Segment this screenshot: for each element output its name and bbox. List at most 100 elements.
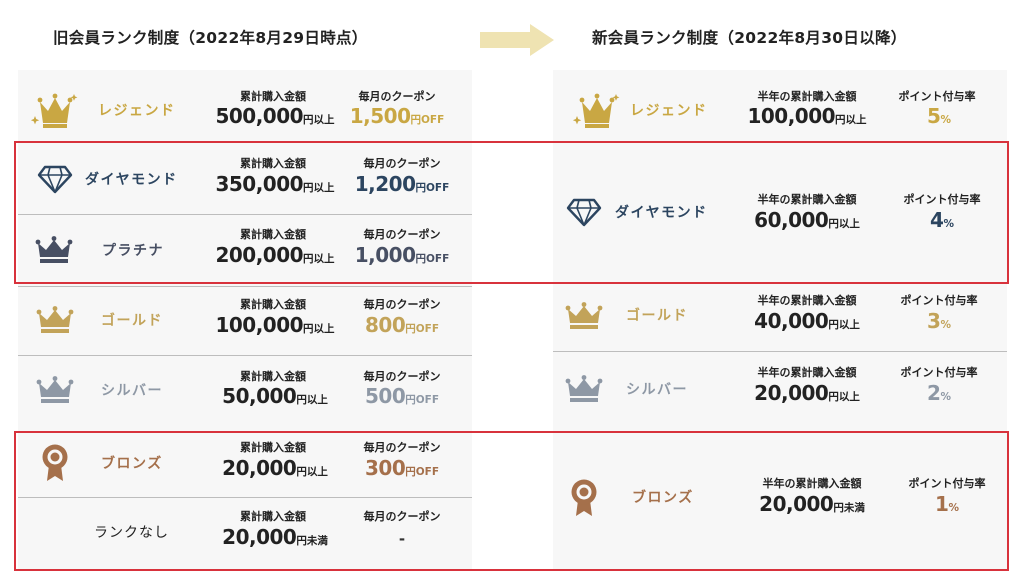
point-rate: 2%	[927, 381, 951, 405]
monthly-coupon-label: 毎月のクーポン	[363, 370, 441, 383]
new-rank-row-bronze: ブロンズ 半年の累計購入金額 20,000円未満 ポイント付与率 1%	[553, 466, 1007, 530]
coupon-value: 500	[364, 384, 406, 408]
rate-value: 1	[935, 492, 949, 516]
cumulative-amount: 50,000円以上	[222, 384, 328, 408]
rate-value: 2	[927, 381, 941, 405]
cumulative-amount: 20,000円未満	[759, 492, 865, 516]
coupon-value: 300	[364, 456, 406, 480]
monthly-coupon-label: 毎月のクーポン	[363, 228, 441, 241]
amount-value: 20,000	[759, 492, 834, 516]
rank-name: レジェンド	[630, 103, 708, 119]
old-rank-table: レジェンド 累計購入金額 500,000円以上 毎月のクーポン 1,500円OF…	[18, 70, 472, 571]
amount-value: 100,000	[215, 313, 304, 337]
rank-name: レジェンド	[98, 103, 176, 119]
divider	[18, 497, 472, 498]
point-rate: 1%	[935, 492, 959, 516]
crown-icon	[565, 375, 603, 402]
coupon-value: 1,500	[349, 104, 411, 128]
rate-unit: %	[940, 391, 951, 403]
amount-unit: 円以上	[828, 391, 860, 403]
new-rank-row-silver: シルバー 半年の累計購入金額 20,000円以上 ポイント付与率 2%	[553, 360, 1007, 418]
rank-name: プラチナ	[102, 243, 164, 259]
crown-icon	[36, 306, 74, 333]
amount-value: 200,000	[215, 243, 304, 267]
amount-value: 20,000	[754, 381, 829, 405]
monthly-coupon-label: 毎月のクーポン	[363, 510, 441, 523]
cumulative-amount: 100,000円以上	[747, 104, 866, 128]
amount-unit: 円以上	[296, 466, 328, 478]
coupon-unit: 円OFF	[415, 253, 450, 265]
amount-unit: 円以上	[835, 114, 867, 126]
cumulative-amount: 40,000円以上	[754, 309, 860, 333]
rank-name: シルバー	[626, 382, 688, 398]
coupon-unit: 円OFF	[410, 114, 445, 126]
highlight-box-bronze-none	[14, 431, 1009, 571]
cumulative-amount-label: 累計購入金額	[240, 370, 306, 383]
amount-unit: 円未満	[833, 502, 865, 514]
amount-unit: 円以上	[828, 218, 860, 230]
monthly-coupon: 500円OFF	[365, 384, 439, 408]
amount-unit: 円以上	[303, 114, 335, 126]
cumulative-amount-label: 累計購入金額	[240, 510, 306, 523]
coupon-value: 1,000	[354, 243, 416, 267]
rate-unit: %	[940, 114, 951, 126]
amount-unit: 円以上	[303, 182, 335, 194]
cumulative-amount-label: 半年の累計購入金額	[757, 366, 857, 379]
diamond-icon	[566, 198, 602, 227]
rank-name: ゴールド	[626, 308, 688, 324]
old-rank-row-legend: レジェンド 累計購入金額 500,000円以上 毎月のクーポン 1,500円OF…	[18, 82, 472, 138]
monthly-coupon-label: 毎月のクーポン	[358, 90, 436, 103]
amount-value: 60,000	[754, 208, 829, 232]
coupon-value: 800	[364, 313, 406, 337]
point-rate: 3%	[927, 309, 951, 333]
new-system-title: 新会員ランク制度（2022年8月30日以降）	[592, 29, 907, 47]
cumulative-amount-label: 累計購入金額	[240, 441, 306, 454]
old-rank-row-silver: シルバー 累計購入金額 50,000円以上 毎月のクーポン 500円OFF	[18, 362, 472, 420]
divider	[18, 355, 472, 356]
amount-unit: 円以上	[303, 323, 335, 335]
monthly-coupon: 1,000円OFF	[355, 243, 450, 267]
old-rank-row-diamond: ダイヤモンド 累計購入金額 350,000円以上 毎月のクーポン 1,200円O…	[18, 150, 472, 214]
cumulative-amount-label: 累計購入金額	[240, 298, 306, 311]
crown-icon	[36, 376, 74, 403]
cumulative-amount-label: 累計購入金額	[240, 157, 306, 170]
point-rate-label: ポイント付与率	[898, 90, 976, 103]
amount-unit: 円以上	[828, 319, 860, 331]
cumulative-amount: 350,000円以上	[215, 172, 334, 196]
rank-name: ダイヤモンド	[85, 172, 178, 188]
old-rank-row-platinum: プラチナ 累計購入金額 200,000円以上 毎月のクーポン 1,000円OFF	[18, 220, 472, 280]
divider	[18, 286, 472, 287]
cumulative-amount: 60,000円以上	[754, 208, 860, 232]
rank-name: ゴールド	[101, 313, 163, 329]
amount-value: 350,000	[215, 172, 304, 196]
amount-unit: 円以上	[296, 394, 328, 406]
amount-value: 20,000	[222, 525, 297, 549]
point-rate-label: ポイント付与率	[900, 294, 978, 307]
rank-name: ブロンズ	[632, 490, 694, 506]
cumulative-amount: 500,000円以上	[215, 104, 334, 128]
amount-value: 20,000	[222, 456, 297, 480]
cumulative-amount: 20,000円以上	[754, 381, 860, 405]
new-rank-table: レジェンド 半年の累計購入金額 100,000円以上 ポイント付与率 5% ダイ…	[553, 70, 1007, 571]
highlight-box-diamond-platinum	[14, 141, 1009, 284]
medal-icon	[571, 479, 597, 516]
amount-unit: 円未満	[296, 535, 328, 547]
rate-unit: %	[940, 319, 951, 331]
old-system-title: 旧会員ランク制度（2022年8月29日時点）	[53, 29, 368, 47]
new-rank-row-gold: ゴールド 半年の累計購入金額 40,000円以上 ポイント付与率 3%	[553, 288, 1007, 346]
monthly-coupon: 800円OFF	[365, 313, 439, 337]
amount-value: 50,000	[222, 384, 297, 408]
rate-value: 4	[930, 208, 944, 232]
divider	[18, 214, 472, 215]
coupon-unit: 円OFF	[415, 182, 450, 194]
monthly-coupon: 1,500円OFF	[350, 104, 445, 128]
rate-unit: %	[948, 502, 959, 514]
old-rank-row-bronze: ブロンズ 累計購入金額 20,000円以上 毎月のクーポン 300円OFF	[18, 434, 472, 496]
rank-name: ダイヤモンド	[615, 205, 708, 221]
rank-name: ブロンズ	[101, 456, 163, 472]
coupon-value: 1,200	[354, 172, 416, 196]
rank-name: ランクなし	[94, 525, 169, 541]
coupon-unit: 円OFF	[405, 466, 440, 478]
diamond-icon	[37, 165, 73, 194]
monthly-coupon: -	[399, 529, 405, 548]
